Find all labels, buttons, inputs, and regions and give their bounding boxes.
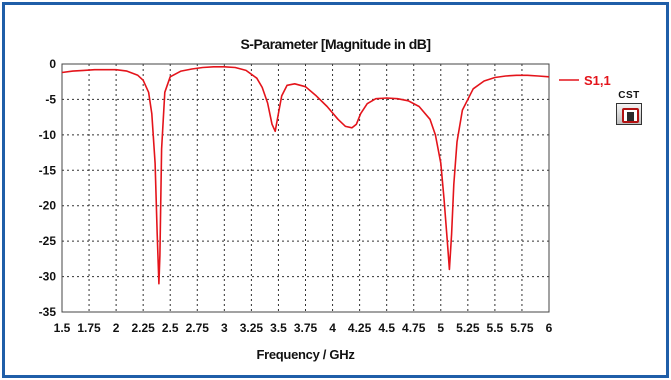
x-tick-label: 4.75 [402,321,426,335]
x-tick-label: 6 [546,321,553,335]
x-tick-label: 1.75 [77,321,101,335]
y-tick-label: -30 [39,270,57,284]
series-line-s11 [61,66,550,285]
y-tick-label: -15 [39,163,57,177]
x-tick-label: 5.75 [510,321,534,335]
plot-border [61,63,550,313]
x-tick-label: 5 [437,321,444,335]
cst-logo-icon [616,103,642,125]
x-tick-label: 3.75 [294,321,318,335]
x-tick-label: 2.5 [162,321,179,335]
cst-logo-text: CST [618,90,640,101]
cst-logo: CST [612,90,646,126]
chart-title: S-Parameter [Magnitude in dB] [240,36,431,52]
y-tick-label: -10 [39,128,57,142]
x-axis-label: Frequency / GHz [256,347,355,362]
x-tick-label: 3.5 [270,321,287,335]
x-tick-label: 5.25 [456,321,480,335]
x-tick-label: 5.5 [487,321,504,335]
y-tick-label: 0 [49,57,56,71]
x-tick-label: 2.25 [131,321,155,335]
x-tick-label: 4.5 [378,321,395,335]
y-tick-label: -35 [39,305,57,319]
x-tick-label: 3 [221,321,228,335]
x-tick-label: 4.25 [348,321,372,335]
y-tick-label: -20 [39,199,57,213]
x-tick-label: 2 [113,321,120,335]
y-tick-label: -25 [39,234,57,248]
x-tick-label: 4 [329,321,336,335]
legend-label: S1,1 [584,73,611,88]
x-tick-label: 3.25 [240,321,264,335]
y-tick-label: -5 [45,92,56,106]
x-tick-label: 2.75 [186,321,210,335]
x-tick-label: 1.5 [54,321,71,335]
